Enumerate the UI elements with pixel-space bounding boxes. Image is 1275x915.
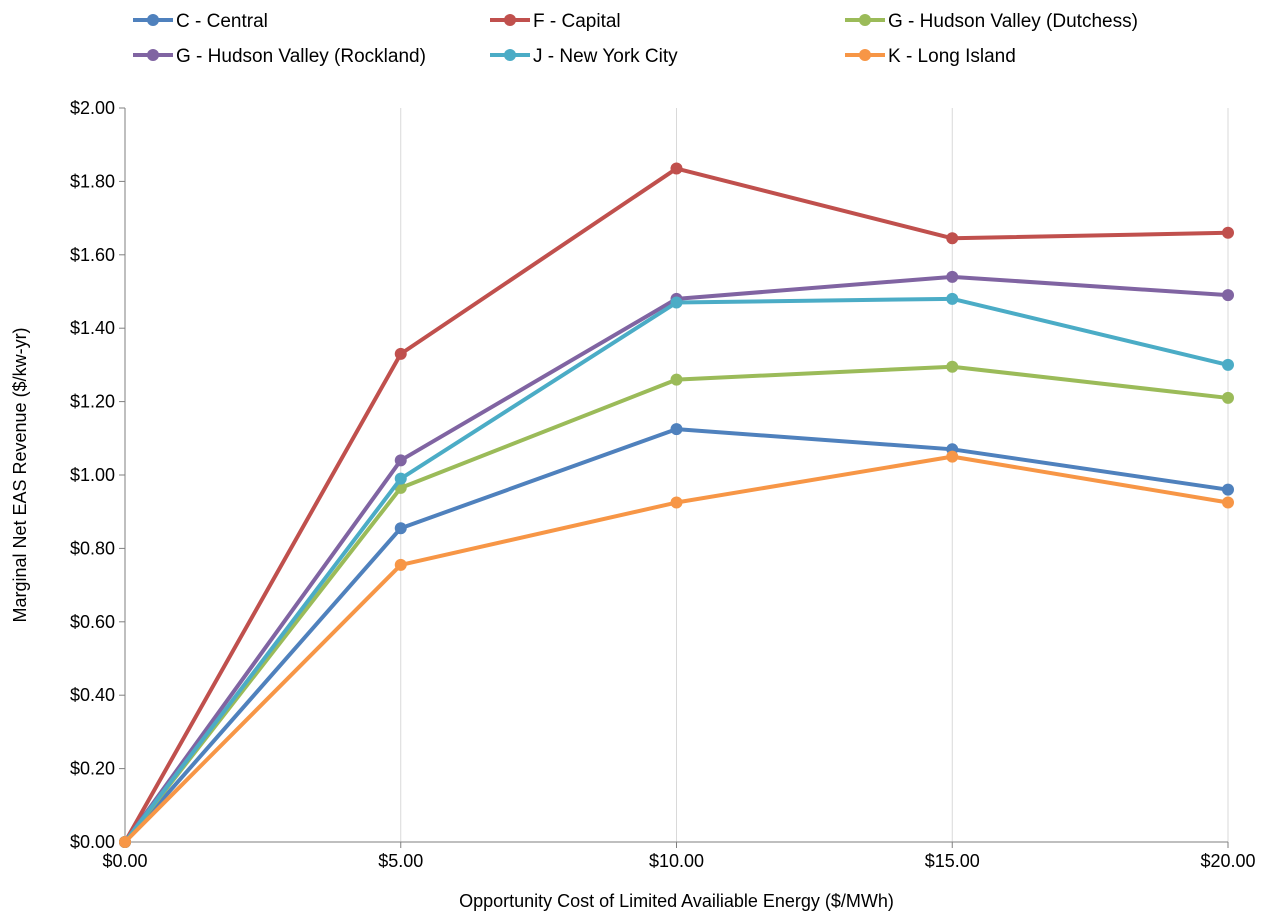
data-point (394, 558, 407, 571)
data-point (119, 836, 131, 848)
y-tick-label: $1.20 (70, 392, 115, 412)
y-axis-ticks: $0.00 $0.20 $0.40 $0.60 $0.80 $1.00 $1.20 $1.40… (70, 98, 125, 852)
y-tick-label: $1.60 (70, 245, 115, 265)
x-axis-ticks: $0.00 $5.00 $10.00 $15.00 $20.00 (102, 842, 1256, 871)
data-point (1222, 358, 1234, 371)
legend-swatch-marker (147, 49, 159, 61)
data-point (394, 472, 407, 485)
x-tick-label: $5.00 (378, 851, 423, 871)
x-tick-label: $20.00 (1200, 851, 1255, 871)
series-6 (119, 450, 1234, 848)
data-point (946, 292, 959, 305)
data-point (946, 450, 959, 463)
x-axis-title: Opportunity Cost of Limited Availiable E… (459, 891, 894, 911)
y-tick-label: $0.60 (70, 612, 115, 632)
legend-item: F - Capital (490, 11, 621, 32)
data-point (394, 454, 407, 467)
y-tick-label: $1.00 (70, 465, 115, 485)
data-point (670, 373, 683, 386)
legend-item: C - Central (133, 11, 268, 32)
y-tick-label: $0.80 (70, 538, 115, 558)
data-point (946, 232, 959, 245)
series-3 (119, 360, 1234, 848)
legend-label: J - New York City (533, 46, 678, 67)
legend-swatch-marker (504, 49, 516, 61)
legend-label: K - Long Island (888, 46, 1016, 67)
data-point (1222, 483, 1234, 496)
legend-label: G - Hudson Valley (Rockland) (176, 46, 426, 67)
series-lines (119, 162, 1234, 848)
y-tick-label: $0.20 (70, 759, 115, 779)
legend-label: G - Hudson Valley (Dutchess) (888, 11, 1138, 32)
y-axis-title: Marginal Net EAS Revenue ($/kw-yr) (10, 327, 30, 622)
y-tick-label: $2.00 (70, 98, 115, 118)
y-tick-label: $1.80 (70, 171, 115, 191)
gridlines (400, 108, 1229, 842)
data-point (946, 360, 959, 373)
legend-item: G - Hudson Valley (Dutchess) (845, 11, 1138, 32)
data-point (670, 496, 683, 509)
series-5 (119, 292, 1234, 848)
x-tick-label: $0.00 (102, 851, 147, 871)
legend-item: K - Long Island (845, 46, 1016, 67)
data-point (394, 522, 407, 535)
x-tick-label: $15.00 (925, 851, 980, 871)
x-tick-label: $10.00 (649, 851, 704, 871)
data-point (670, 162, 683, 175)
y-tick-label: $0.00 (70, 832, 115, 852)
legend-label: C - Central (176, 11, 268, 32)
legend-item: J - New York City (490, 46, 678, 67)
data-point (1222, 289, 1234, 302)
legend: C - Central F - Capital G - Hudson Valley … (133, 11, 1138, 67)
legend-swatch-marker (147, 14, 159, 26)
data-point (670, 423, 683, 436)
y-tick-label: $0.40 (70, 685, 115, 705)
legend-label: F - Capital (533, 11, 621, 32)
data-point (1222, 496, 1234, 509)
data-point (670, 296, 683, 309)
y-tick-label: $1.40 (70, 318, 115, 338)
legend-swatch-marker (504, 14, 516, 26)
data-point (946, 270, 959, 283)
data-point (394, 347, 407, 360)
legend-swatch-marker (859, 49, 871, 61)
legend-item: G - Hudson Valley (Rockland) (133, 46, 426, 67)
legend-swatch-marker (859, 14, 871, 26)
data-point (1222, 226, 1234, 239)
data-point (1222, 391, 1234, 404)
